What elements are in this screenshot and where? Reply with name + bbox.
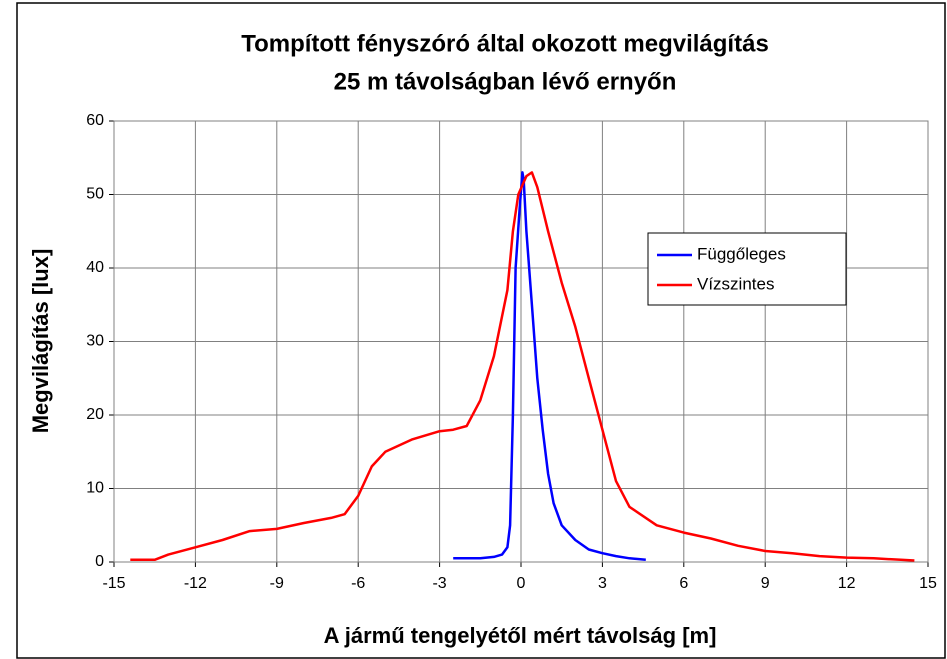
y-tick-label: 50 bbox=[86, 186, 104, 203]
x-tick-label: 15 bbox=[919, 575, 937, 592]
y-axis-title: Megvilágítás [lux] bbox=[28, 249, 53, 434]
y-tick-label: 10 bbox=[86, 480, 104, 497]
x-tick-label: 0 bbox=[517, 575, 526, 592]
y-tick-label: 30 bbox=[86, 333, 104, 350]
plot-area bbox=[113, 120, 929, 563]
chart-frame bbox=[16, 2, 946, 659]
series-line bbox=[130, 171, 915, 562]
series-line bbox=[453, 171, 646, 562]
x-tick-label: 12 bbox=[838, 575, 856, 592]
x-tick-label: 9 bbox=[761, 575, 770, 592]
y-tick-label: 60 bbox=[86, 112, 104, 129]
legend bbox=[647, 232, 847, 306]
x-tick-label: 3 bbox=[598, 575, 607, 592]
x-tick-label: 6 bbox=[679, 575, 688, 592]
y-tick-label: 0 bbox=[95, 553, 104, 570]
y-tick-label: 40 bbox=[86, 259, 104, 276]
legend-label: Vízszintes bbox=[697, 274, 774, 293]
x-tick-label: -3 bbox=[432, 575, 446, 592]
chart-title: 25 m távolságban lévő ernyőn bbox=[334, 68, 677, 95]
x-tick-label: -12 bbox=[184, 575, 207, 592]
x-tick-label: -15 bbox=[102, 575, 125, 592]
chart-title: Tompított fényszóró által okozott megvil… bbox=[241, 30, 769, 57]
x-tick-label: -6 bbox=[351, 575, 365, 592]
y-tick-label: 20 bbox=[86, 406, 104, 423]
x-tick-label: -9 bbox=[270, 575, 284, 592]
x-axis-title: A jármű tengelyétől mért távolság [m] bbox=[324, 623, 717, 648]
legend-label: Függőleges bbox=[697, 244, 786, 263]
